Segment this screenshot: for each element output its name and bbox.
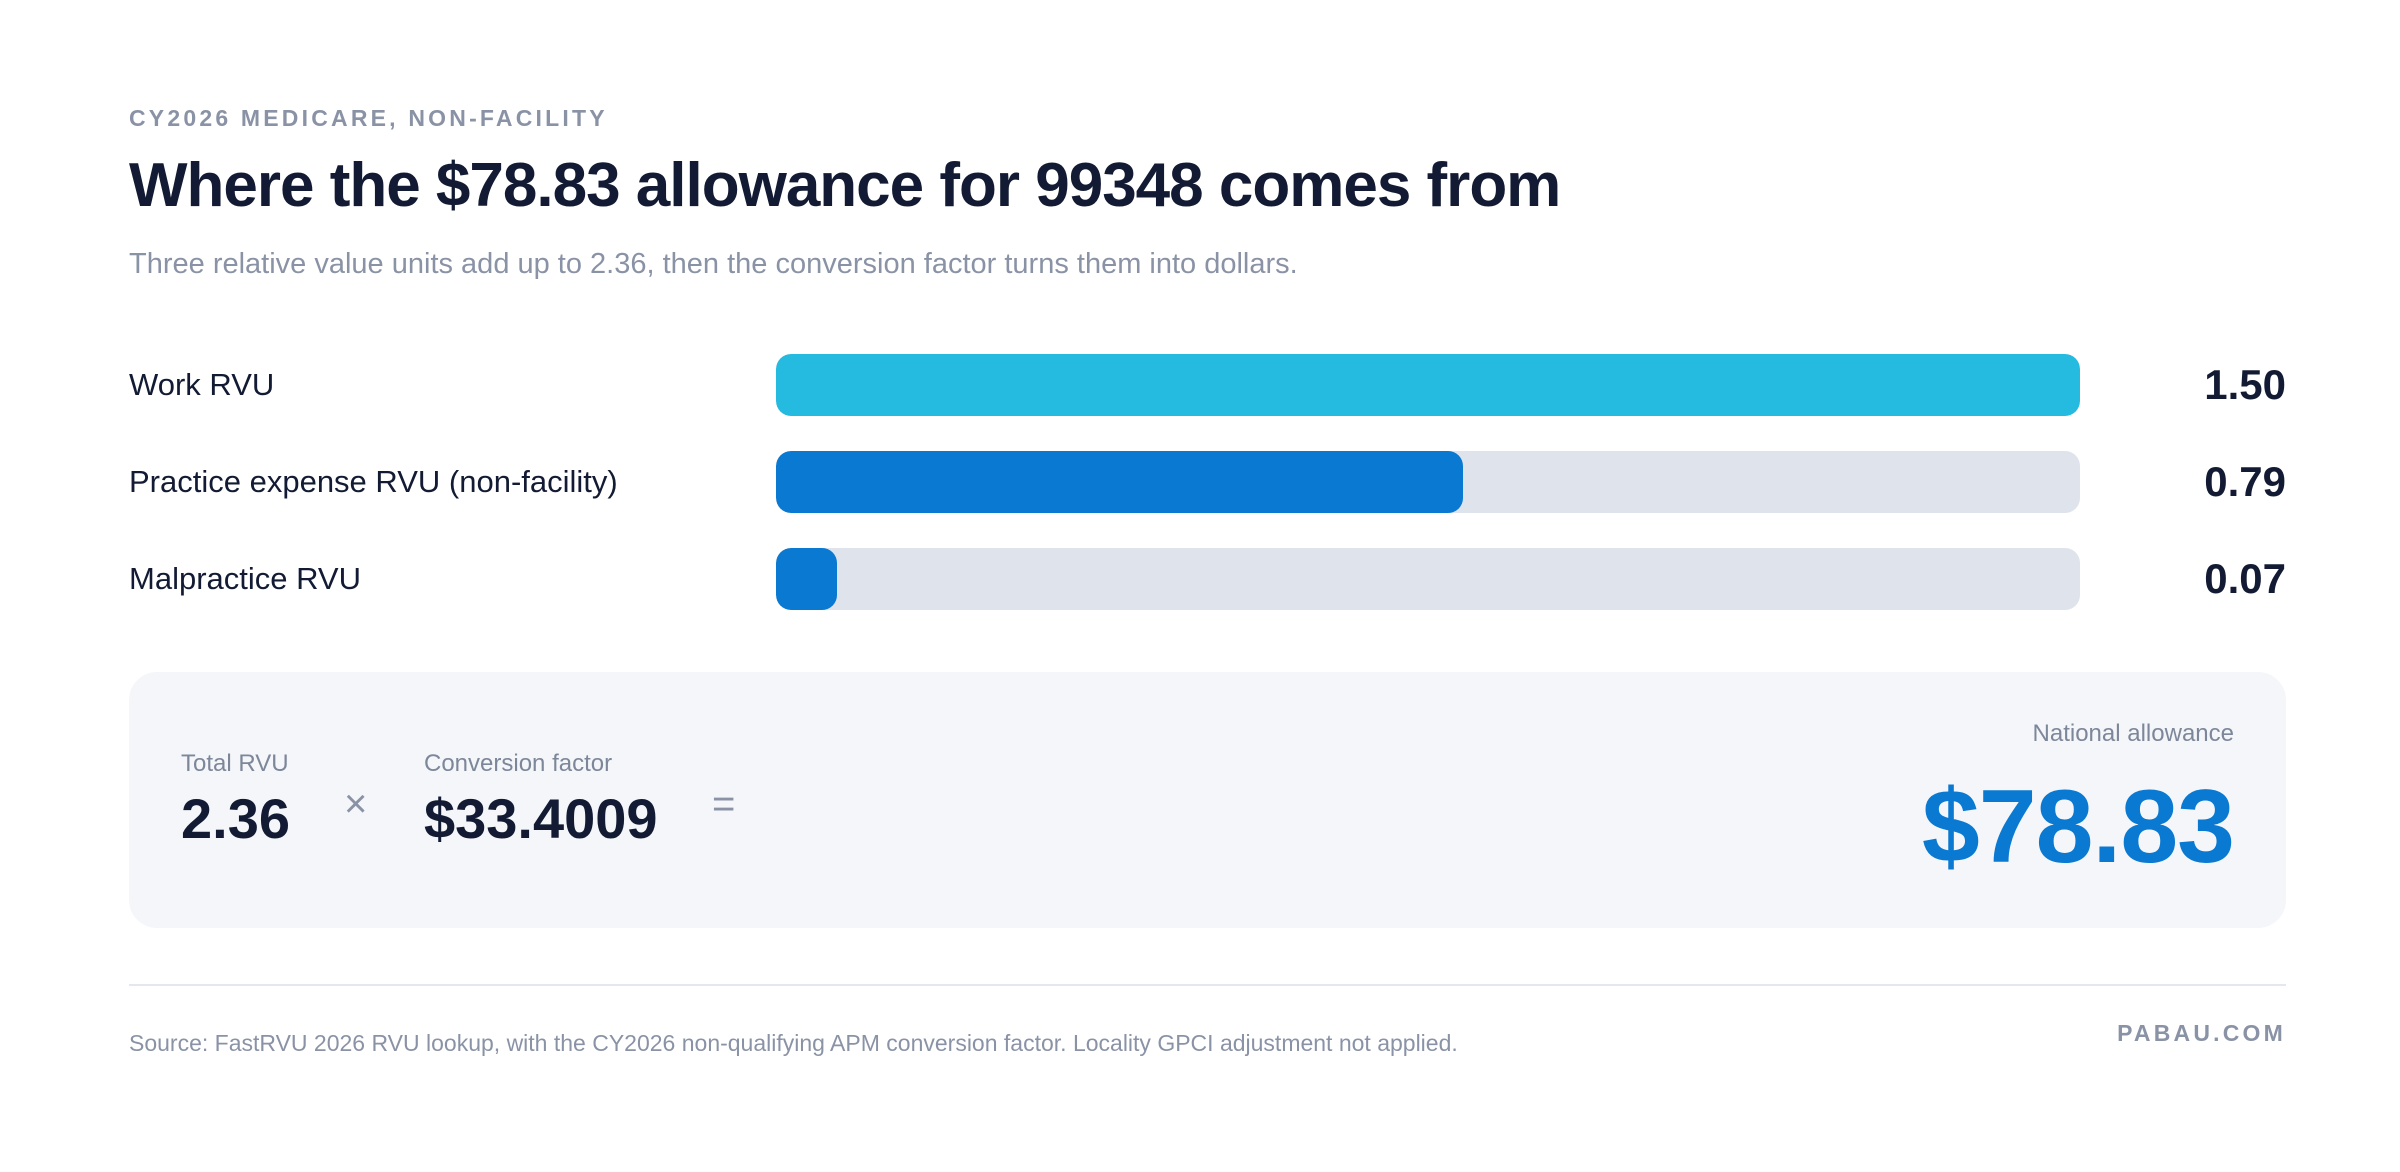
conversion-factor-caption: Conversion factor [424,750,613,777]
bar-category-label: Malpractice RVU [129,561,362,596]
bar-fill [776,548,837,610]
source-note: Source: FastRVU 2026 RVU lookup, with th… [129,1030,1458,1056]
page-title: Where the $78.83 allowance for 99348 com… [129,151,1561,220]
bar-track [776,354,2080,416]
conversion-factor-value: $33.4009 [424,787,658,850]
bar-category-label: Work RVU [129,367,275,402]
footer-divider [129,984,2286,986]
bar-value-label: 0.07 [2204,555,2286,602]
calculation-panel: Total RVU 2.36 × Conversion factor $33.4… [129,672,2286,928]
total-rvu-value: 2.36 [181,787,290,850]
bar-row: Work RVU 1.50 [129,354,2286,416]
total-rvu-caption: Total RVU [181,750,289,777]
multiply-icon: × [344,782,368,826]
eyebrow-label: CY2026 MEDICARE, NON-FACILITY [129,105,608,131]
page-subtitle: Three relative value units add up to 2.3… [129,248,1298,280]
rvu-bar-chart: Work RVU 1.50 Practice expense RVU (non-fa… [129,354,2286,610]
national-allowance-value: $78.83 [1921,769,2235,885]
bar-row: Practice expense RVU (non-facility) 0.79 [129,451,2286,513]
bar-value-label: 1.50 [2204,361,2286,408]
bar-fill [776,451,1463,513]
bar-track [776,548,2080,610]
bar-track [776,451,2080,513]
brand-label: PABAU.COM [2117,1020,2286,1046]
equals-icon: = [712,782,736,826]
national-allowance-caption: National allowance [2032,720,2234,747]
bar-value-label: 0.79 [2204,458,2286,505]
bar-fill [776,354,2080,416]
bar-row: Malpractice RVU 0.07 [129,548,2286,610]
bar-category-label: Practice expense RVU (non-facility) [129,464,618,499]
